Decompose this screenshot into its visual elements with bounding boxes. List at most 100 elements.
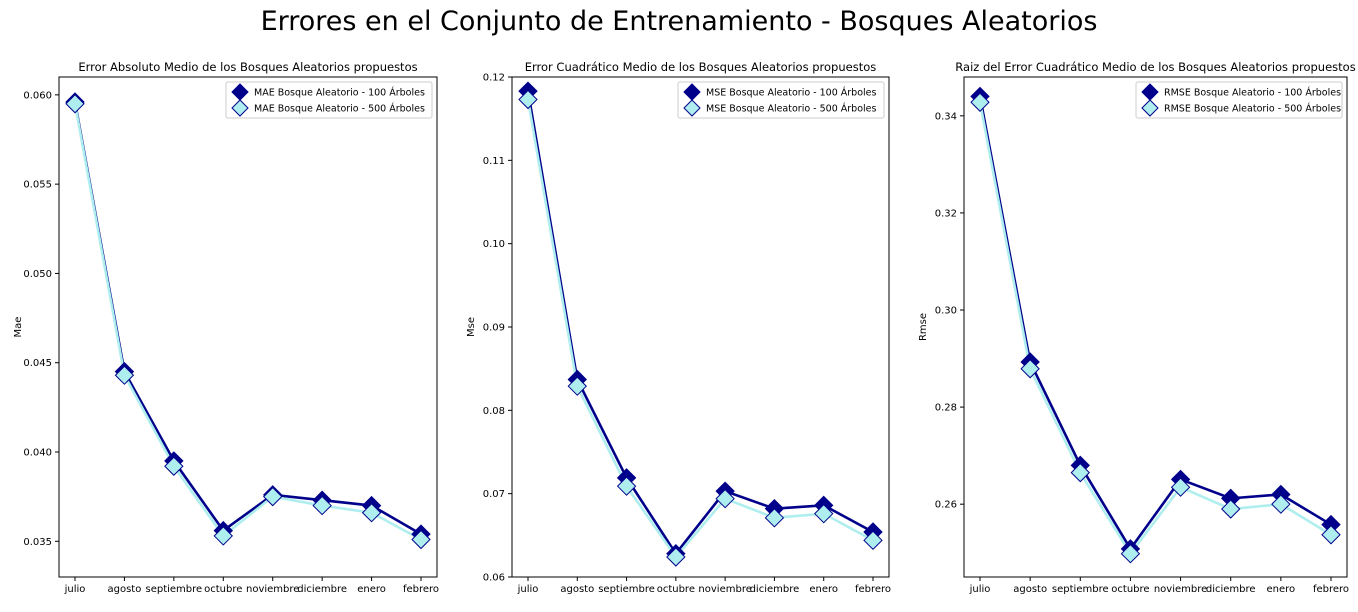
x-tick-label: septiembre <box>1052 584 1109 595</box>
x-tick-label: enero <box>809 584 838 595</box>
chart-panel-2: Error Cuadrático Medio de los Bosques Al… <box>466 60 891 595</box>
y-tick-label: 0.10 <box>483 239 505 250</box>
data-point-500 <box>814 503 834 524</box>
y-tick-label: 0.34 <box>935 111 957 122</box>
x-tick-label: enero <box>1267 584 1296 595</box>
x-tick-label: octubre <box>1111 584 1149 595</box>
series-line-100 <box>526 90 874 556</box>
chart-panel-1: Error Absoluto Medio de los Bosques Alea… <box>13 60 439 595</box>
x-tick-label: enero <box>357 584 386 595</box>
data-point-500 <box>666 547 686 567</box>
data-point-500 <box>567 376 587 396</box>
legend-box <box>677 81 885 119</box>
legend-marker <box>1141 99 1159 117</box>
legend-entry: RMSE Bosque Aleatorio - 500 Árboles <box>1164 103 1341 115</box>
y-tick-label: 0.30 <box>935 306 957 317</box>
x-tick-label: noviembre <box>698 584 751 595</box>
plot-frame <box>511 76 890 578</box>
x-tick-label: febrero <box>1313 584 1349 595</box>
legend: MSE Bosque Aleatorio - 100 Árboles MSE Bo… <box>677 81 885 119</box>
x-tick-label: febrero <box>403 584 439 595</box>
data-point-500 <box>1120 543 1141 564</box>
data-point-500 <box>1321 525 1341 545</box>
plot-frame <box>963 76 1348 578</box>
y-tick-label: 0.055 <box>23 180 52 191</box>
data-point-500 <box>764 508 785 528</box>
legend-box <box>1135 81 1343 119</box>
plot-frame <box>58 76 438 578</box>
series-line-500 <box>73 103 422 541</box>
y-axis-label: Rmse <box>918 313 929 341</box>
legend: MAE Bosque Aleatorio - 100 Árboles MAE Bo… <box>225 81 433 119</box>
legend-entry: RMSE Bosque Aleatorio - 100 Árboles <box>1164 87 1341 99</box>
x-tick-label: noviembre <box>246 584 299 595</box>
y-tick-label: 0.06 <box>483 573 505 584</box>
y-tick-label: 0.08 <box>483 406 505 417</box>
data-point-500 <box>114 365 135 385</box>
data-point-500 <box>970 92 990 112</box>
chart-title: Error Cuadrático Medio de los Bosques Al… <box>525 60 877 74</box>
data-point-500 <box>616 476 637 496</box>
x-tick-label: agosto <box>1013 584 1047 595</box>
x-tick-label: julio <box>969 584 991 595</box>
x-tick-label: febrero <box>855 584 891 595</box>
data-point-500 <box>263 486 283 507</box>
x-tick-label: julio <box>64 584 86 595</box>
y-tick-label: 0.07 <box>483 489 505 500</box>
data-point-500 <box>863 530 883 551</box>
y-tick-label: 0.12 <box>483 73 505 84</box>
y-tick-label: 0.035 <box>23 537 52 548</box>
data-point-500 <box>411 529 431 550</box>
legend-entry: MSE Bosque Aleatorio - 500 Árboles <box>706 103 876 115</box>
chart-title: Error Absoluto Medio de los Bosques Alea… <box>78 60 417 74</box>
legend-entry: MAE Bosque Aleatorio - 100 Árboles <box>254 87 425 99</box>
x-tick-label: octubre <box>204 584 242 595</box>
data-point-500 <box>1271 494 1291 514</box>
y-tick-label: 0.045 <box>23 358 52 369</box>
data-point-500 <box>213 526 233 546</box>
chart-title: Raiz del Error Cuadrático Medio de los B… <box>955 60 1355 74</box>
x-tick-label: septiembre <box>598 584 655 595</box>
data-point-500 <box>1170 477 1191 497</box>
series-line-100 <box>978 96 1332 552</box>
series-line-100 <box>73 101 422 536</box>
data-point-500 <box>312 495 332 516</box>
data-point-500 <box>1020 359 1040 379</box>
data-point-500 <box>1070 462 1090 483</box>
data-point-500 <box>715 488 735 509</box>
x-tick-label: noviembre <box>1154 584 1207 595</box>
y-axis-label: Mse <box>466 317 477 337</box>
y-tick-label: 0.26 <box>935 500 957 511</box>
chart-panel-3: Raiz del Error Cuadrático Medio de los B… <box>918 60 1356 595</box>
data-point-500 <box>1221 499 1241 519</box>
data-point-500 <box>518 89 538 110</box>
series-line-500 <box>526 99 874 560</box>
y-tick-label: 0.060 <box>23 90 52 101</box>
y-tick-label: 0.11 <box>483 156 505 167</box>
data-point-500 <box>164 456 184 476</box>
legend-marker <box>231 99 249 117</box>
x-tick-label: diciembre <box>1206 584 1256 595</box>
x-tick-label: julio <box>517 584 539 595</box>
y-tick-label: 0.32 <box>935 208 957 219</box>
y-tick-label: 0.09 <box>483 323 505 334</box>
x-tick-label: diciembre <box>750 584 800 595</box>
x-tick-label: diciembre <box>297 584 347 595</box>
x-tick-label: agosto <box>560 584 594 595</box>
y-tick-label: 0.050 <box>23 269 52 280</box>
legend-entry: MSE Bosque Aleatorio - 100 Árboles <box>706 87 876 99</box>
legend-box <box>225 81 433 119</box>
data-point-500 <box>65 94 85 114</box>
legend-marker <box>683 99 701 117</box>
series-line-500 <box>978 102 1332 556</box>
y-tick-label: 0.040 <box>23 448 52 459</box>
figure-title: Errores en el Conjunto de Entrenamiento … <box>260 6 1098 37</box>
x-tick-label: agosto <box>108 584 142 595</box>
legend-entry: MAE Bosque Aleatorio - 500 Árboles <box>254 103 425 115</box>
y-axis-label: Mae <box>13 317 24 338</box>
y-tick-label: 0.28 <box>935 403 957 414</box>
legend: RMSE Bosque Aleatorio - 100 Árboles RMSE … <box>1135 81 1343 119</box>
x-tick-label: octubre <box>657 584 695 595</box>
data-point-500 <box>361 503 382 523</box>
